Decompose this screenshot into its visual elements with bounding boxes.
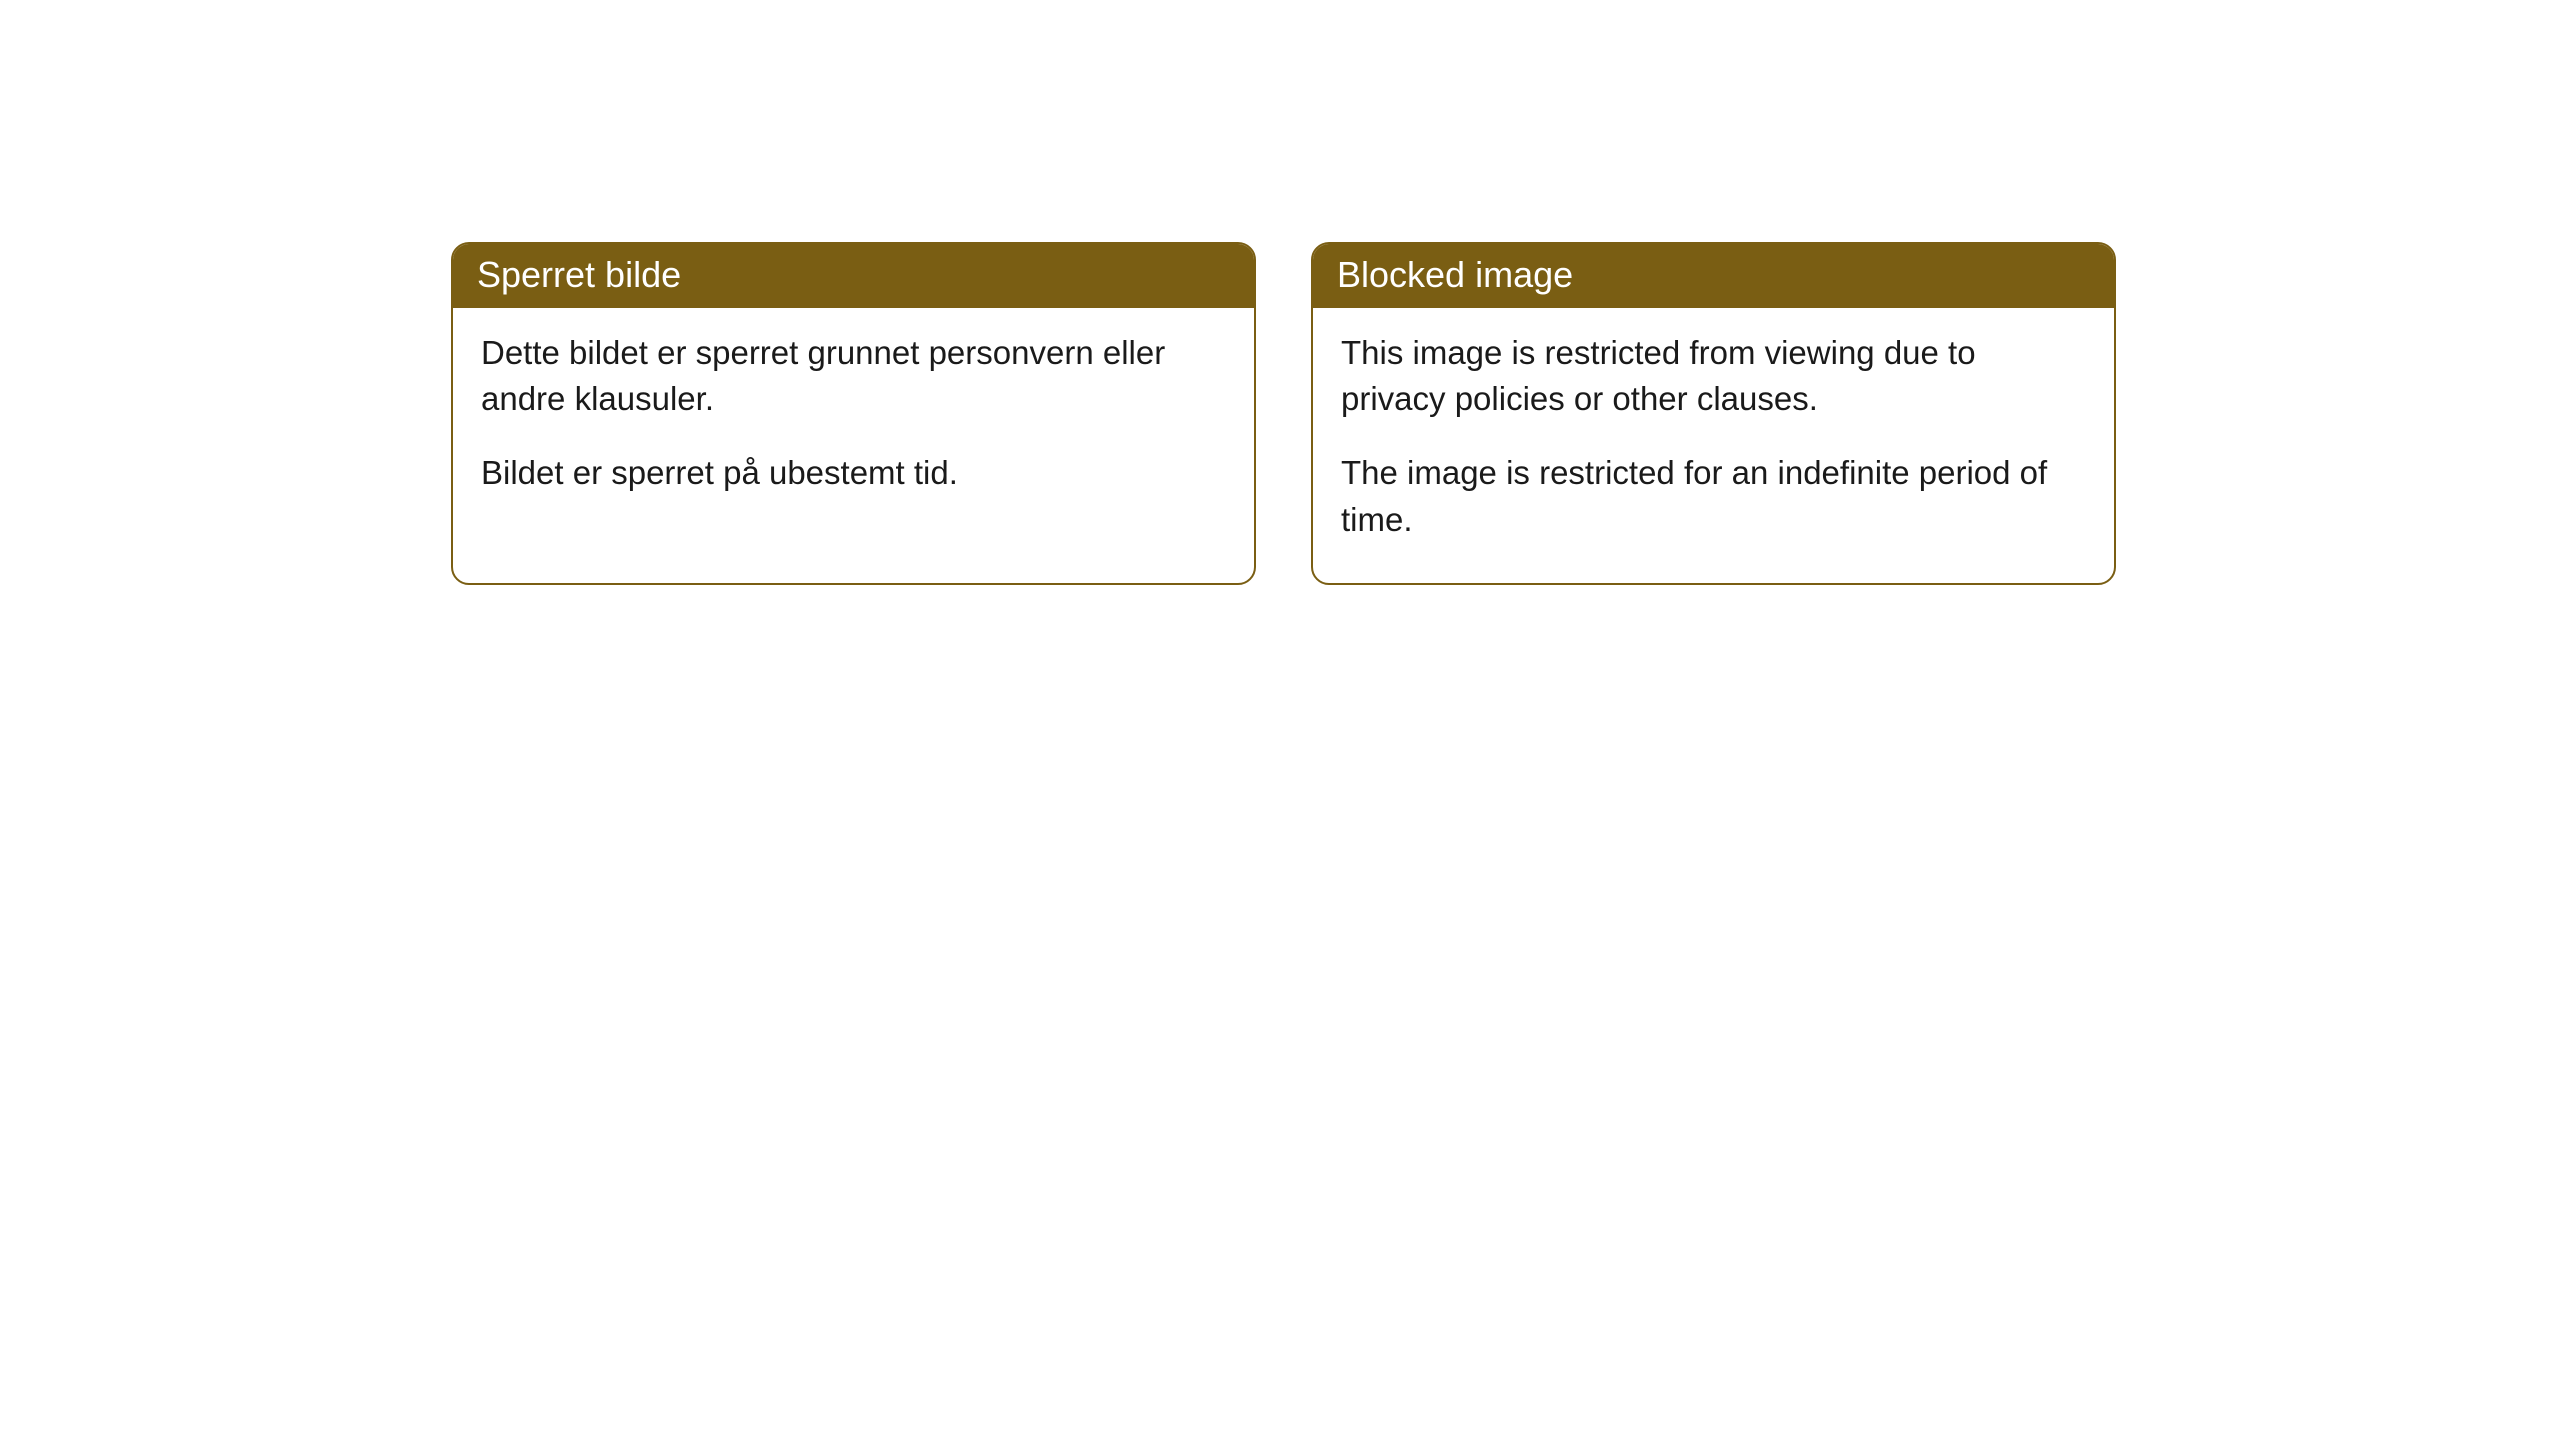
card-paragraph: This image is restricted from viewing du… — [1341, 330, 2086, 422]
card-header: Blocked image — [1313, 244, 2114, 308]
card-body: This image is restricted from viewing du… — [1313, 308, 2114, 583]
card-title: Sperret bilde — [477, 254, 681, 295]
card-body: Dette bildet er sperret grunnet personve… — [453, 308, 1254, 537]
notice-card-norwegian: Sperret bilde Dette bildet er sperret gr… — [451, 242, 1256, 585]
card-title: Blocked image — [1337, 254, 1573, 295]
card-paragraph: Dette bildet er sperret grunnet personve… — [481, 330, 1226, 422]
notice-card-english: Blocked image This image is restricted f… — [1311, 242, 2116, 585]
card-paragraph: Bildet er sperret på ubestemt tid. — [481, 450, 1226, 496]
notice-cards-container: Sperret bilde Dette bildet er sperret gr… — [451, 242, 2116, 585]
card-paragraph: The image is restricted for an indefinit… — [1341, 450, 2086, 542]
card-header: Sperret bilde — [453, 244, 1254, 308]
